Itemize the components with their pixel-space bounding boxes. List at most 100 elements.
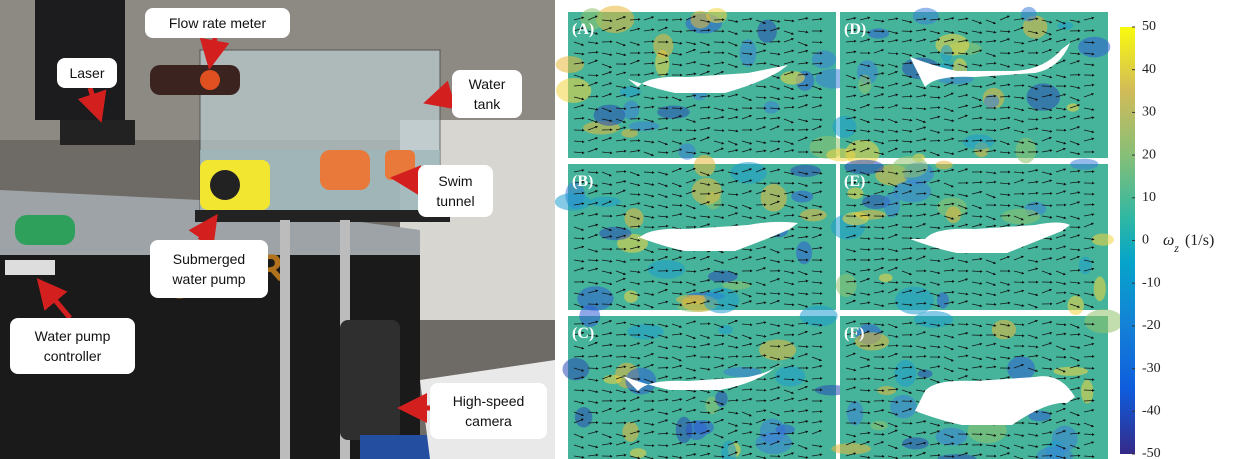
vorticity-blob — [800, 209, 827, 221]
vorticity-blob — [941, 45, 953, 62]
vorticity-blob — [832, 116, 856, 138]
label-arrow — [395, 178, 418, 180]
panel-label: (A) — [572, 21, 594, 38]
vorticity-blob — [946, 206, 961, 223]
vorticity-blob — [676, 417, 693, 444]
vorticity-blob — [868, 28, 889, 38]
vorticity-blob — [913, 8, 939, 25]
photo-label: water pump — [171, 271, 245, 287]
vorticity-blob — [730, 162, 767, 184]
vorticity-blob — [1067, 103, 1079, 111]
photo-label: Water — [469, 76, 506, 92]
photo-label: Submerged — [173, 251, 245, 267]
vorticity-blob — [893, 180, 931, 202]
vorticity-blob — [781, 71, 805, 84]
vorticity-blob — [1079, 257, 1092, 275]
panel-label: (E) — [844, 173, 865, 190]
vorticity-blob — [692, 178, 722, 205]
vorticity-blob — [836, 274, 857, 297]
vorticity-blob — [624, 208, 643, 228]
colorbar-tick-label: 30 — [1142, 105, 1156, 120]
photo-label: tunnel — [436, 193, 474, 209]
vorticity-panel: (F) — [831, 309, 1123, 459]
vorticity-blob — [935, 161, 952, 170]
colorbar-tick-label: -40 — [1142, 404, 1161, 419]
vorticity-blob — [603, 375, 621, 384]
colorbar-tick-label: -50 — [1142, 446, 1161, 459]
colorbar-label-part: ω — [1163, 232, 1174, 249]
photo-label: Swim — [438, 173, 472, 189]
vorticity-blob — [1094, 276, 1106, 301]
colorbar-tick-label: -20 — [1142, 318, 1161, 333]
vorticity-blob — [963, 134, 994, 149]
photo-label: Laser — [69, 65, 104, 81]
vorticity-blob — [894, 360, 916, 387]
vorticity-blob — [1081, 380, 1093, 404]
vorticity-blob — [757, 20, 777, 43]
panel-label: (F) — [844, 325, 864, 342]
vorticity-blob — [563, 358, 590, 380]
photo-label: camera — [465, 413, 512, 429]
colorbar-tick-label: 0 — [1142, 233, 1149, 248]
vorticity-blob — [1007, 356, 1035, 381]
colorbar-label: ωz (1/s) — [1163, 232, 1214, 255]
vorticity-blob — [796, 241, 812, 264]
vorticity-blob — [657, 105, 690, 118]
vorticity-blob — [599, 227, 631, 240]
vorticity-blob — [761, 184, 787, 212]
colorbar-tick-label: -30 — [1142, 361, 1161, 376]
figure: SMAR Flow rate meterLaserWatertankSwimtu… — [0, 0, 1236, 459]
colorbar-tick-label: 40 — [1142, 62, 1156, 77]
panel-label: (B) — [572, 173, 593, 190]
vorticity-blob — [992, 320, 1016, 340]
vorticity-blob — [715, 391, 728, 407]
vorticity-blob — [1001, 209, 1040, 224]
vorticity-blob — [594, 105, 626, 126]
photo-label: Water pump — [35, 328, 111, 344]
vorticity-blob — [895, 287, 934, 315]
vorticity-blob — [627, 324, 664, 339]
colorbar-tick-label: 50 — [1142, 19, 1156, 34]
label-box — [150, 240, 268, 298]
panel-label: (C) — [572, 325, 594, 342]
label-box — [430, 383, 547, 439]
label-box — [10, 318, 135, 374]
colorbar-label-part: z — [1173, 241, 1179, 255]
vorticity-blob — [555, 193, 591, 211]
vorticity-panel: (A) — [556, 6, 852, 160]
vorticity-blob — [879, 274, 893, 283]
vorticity-blob — [703, 288, 739, 314]
vorticity-blob — [790, 165, 821, 177]
photo-label: controller — [44, 348, 102, 364]
vorticity-blob — [1092, 234, 1114, 246]
photo-label: Flow rate meter — [169, 15, 267, 31]
vorticity-blob — [624, 290, 638, 302]
colorbar-label-part: (1/s) — [1185, 232, 1214, 249]
vorticity-blob — [653, 34, 673, 58]
panel-label: (D) — [844, 21, 866, 38]
vorticity-panel: (D) — [826, 7, 1110, 166]
colorbar-tick-label: 20 — [1142, 147, 1156, 162]
photo-label: tank — [474, 96, 501, 112]
vorticity-blob — [917, 369, 932, 378]
vorticity-blob — [1084, 309, 1123, 333]
vorticity-blob — [690, 11, 710, 29]
vorticity-blob — [890, 395, 917, 418]
colorbar-tick-label: 10 — [1142, 190, 1156, 205]
vorticity-blob — [914, 311, 953, 328]
vorticity-blob — [589, 197, 620, 207]
vorticity-blob — [842, 212, 868, 225]
vorticity-blob — [893, 156, 928, 178]
vorticity-blob — [831, 443, 871, 454]
vorticity-blob — [648, 260, 685, 279]
vorticity-blob — [1068, 296, 1084, 315]
vorticity-blob — [1078, 37, 1110, 58]
vorticity-blob — [575, 407, 593, 428]
vorticity-blob — [623, 101, 639, 120]
vorticity-blob — [556, 56, 584, 73]
vorticity-blob — [871, 421, 888, 430]
vorticity-blob — [847, 401, 864, 425]
vorticity-blob — [791, 191, 813, 203]
vorticity-panel: (C) — [563, 305, 849, 459]
vorticity-blob — [763, 101, 779, 113]
